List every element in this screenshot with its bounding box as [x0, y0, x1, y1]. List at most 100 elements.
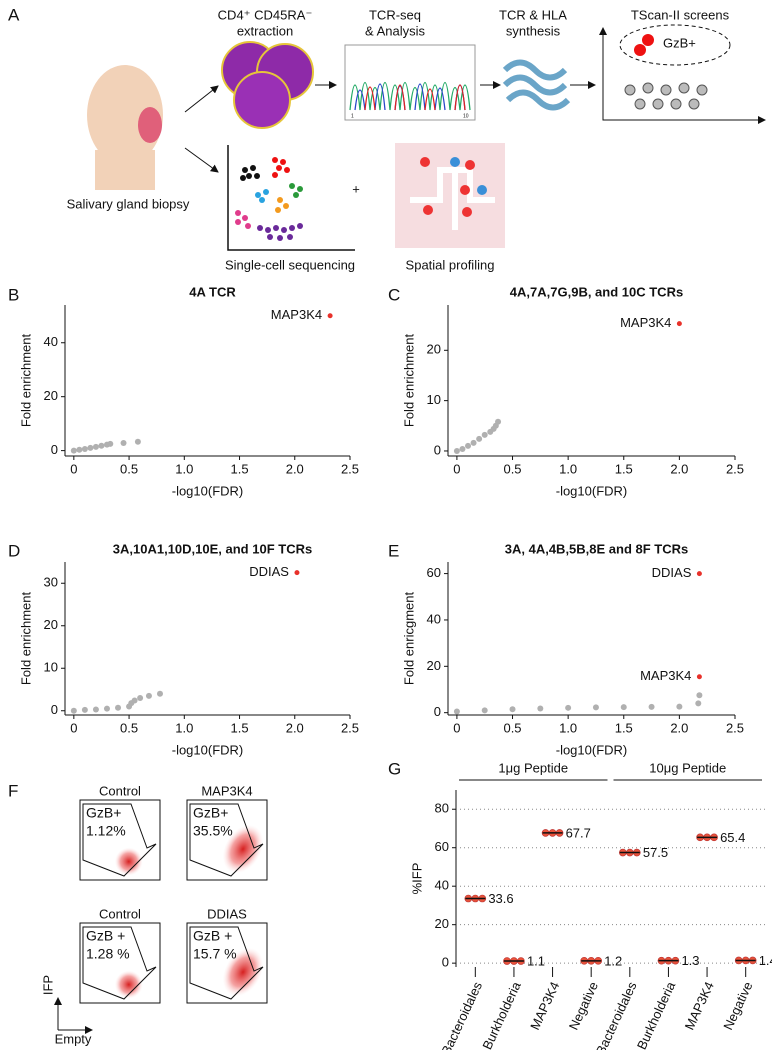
x-axis-label: -log10(FDR) [172, 742, 244, 757]
x-tick-label: 0.5 [120, 720, 138, 735]
label: Spatial profiling [406, 257, 495, 272]
x-tick-label: 0 [70, 461, 77, 476]
y-tick-label: 30 [44, 575, 58, 590]
point [537, 705, 544, 712]
spatial-dots [420, 157, 487, 217]
chart-title: 3A, 4A,4B,5B,8E and 8F TCRs [505, 541, 689, 556]
x-tick-label: MAP3K4 [527, 979, 562, 1032]
spatial-tissue [395, 143, 505, 248]
x-tick-label: 1.0 [559, 461, 577, 476]
y-axis-label: Fold enrichment [401, 334, 416, 428]
value-label: 57.5 [643, 845, 668, 860]
flow-gate [82, 803, 157, 877]
cell-icon [233, 71, 291, 129]
point [107, 440, 114, 447]
y-tick-label: 20 [44, 617, 58, 632]
x-tick-label: 1.0 [559, 720, 577, 735]
point [98, 442, 105, 449]
gate-percent: 1.12% [86, 823, 126, 839]
point [676, 703, 683, 710]
neck-icon [95, 150, 155, 190]
point [509, 706, 516, 713]
point [87, 444, 94, 451]
sc-clusters [235, 157, 303, 241]
gate-percent: 35.5% [193, 823, 233, 839]
label: synthesis [506, 23, 561, 38]
x-tick-label: 2.0 [286, 461, 304, 476]
spatial-pattern [410, 167, 495, 230]
trace [354, 83, 466, 111]
y-tick-label: 10 [427, 392, 441, 407]
x-tick-label: 0 [453, 461, 460, 476]
flow-density [222, 947, 264, 997]
value-label: 1.2 [604, 953, 622, 968]
x-tick-label: 2.5 [726, 720, 744, 735]
point [476, 435, 483, 442]
x-tick-label: 0 [453, 720, 460, 735]
flow-title: Control [99, 906, 141, 921]
y-tick-label: 0 [442, 955, 449, 970]
point [115, 704, 122, 711]
point [120, 440, 127, 447]
highlight-point [294, 570, 300, 576]
flow-density [222, 824, 264, 874]
trace-box [344, 44, 476, 121]
x-tick-label: 0.5 [503, 720, 521, 735]
label: + [352, 181, 360, 196]
x-tick-label: 1.0 [175, 720, 193, 735]
highlight-point [676, 321, 682, 327]
label: & Analysis [365, 23, 425, 38]
gate-label: GzB + [86, 928, 125, 944]
point [565, 704, 572, 711]
panel-f: IFP Empty Control GzB+ 1.12% MAP3K4 GzB+ 35.5… [40, 783, 268, 1046]
point-label: DDIAS [249, 564, 289, 579]
point [131, 697, 138, 704]
y-tick-label: 0 [51, 442, 58, 457]
flow-title: DDIAS [207, 906, 247, 921]
point [134, 438, 141, 445]
group-label: 10μg Peptide [649, 760, 726, 775]
point [81, 706, 88, 713]
y-axis-label: %IFP [409, 863, 424, 895]
value-label: 33.6 [488, 891, 513, 906]
point [453, 447, 460, 454]
gate-label: GzB+ [86, 805, 121, 821]
y-tick-label: 20 [427, 658, 441, 673]
sc-axes [227, 145, 355, 251]
arrow [184, 85, 219, 113]
y-tick-label: 80 [435, 801, 449, 816]
flow-density [114, 970, 143, 999]
y-tick-label: 60 [435, 839, 449, 854]
panel-label: B [8, 285, 19, 304]
point [157, 690, 163, 697]
highlight-point [696, 571, 702, 577]
point [76, 446, 83, 453]
y-tick-label: 40 [427, 611, 441, 626]
label: Single-cell sequencing [225, 257, 355, 272]
chart-title: 4A,7A,7G,9B, and 10C TCRs [510, 284, 683, 299]
flow-gate [189, 926, 264, 1000]
dna-icon [502, 59, 571, 111]
x-tick-label: Burkholderia [479, 979, 524, 1050]
panel-label: E [388, 541, 399, 560]
y-axis-label: Fold enrichment [18, 592, 33, 686]
gate-label: GzB + [193, 928, 232, 944]
trace-tick: 1 [351, 113, 354, 119]
gate-label: GzB+ [193, 805, 228, 821]
flow-title: MAP3K4 [201, 783, 252, 798]
label: GzB+ [663, 35, 696, 50]
y-tick-label: 20 [427, 342, 441, 357]
trace-tick: 10 [463, 113, 469, 119]
value-label: 65.4 [720, 830, 745, 845]
x-tick-label: 1.5 [230, 461, 248, 476]
x-tick-label: Bacteroidales [438, 979, 485, 1050]
x-tick-label: 2.5 [726, 461, 744, 476]
x-tick-label: 2.0 [286, 720, 304, 735]
y-axis-label: Fold enrichment [18, 334, 33, 428]
gate-percent: 15.7 % [193, 946, 237, 962]
point [459, 445, 466, 452]
y-tick-label: 20 [435, 916, 449, 931]
panel-label: D [8, 541, 20, 560]
y-tick-label: 10 [44, 660, 58, 675]
y-tick-label: 60 [427, 565, 441, 580]
